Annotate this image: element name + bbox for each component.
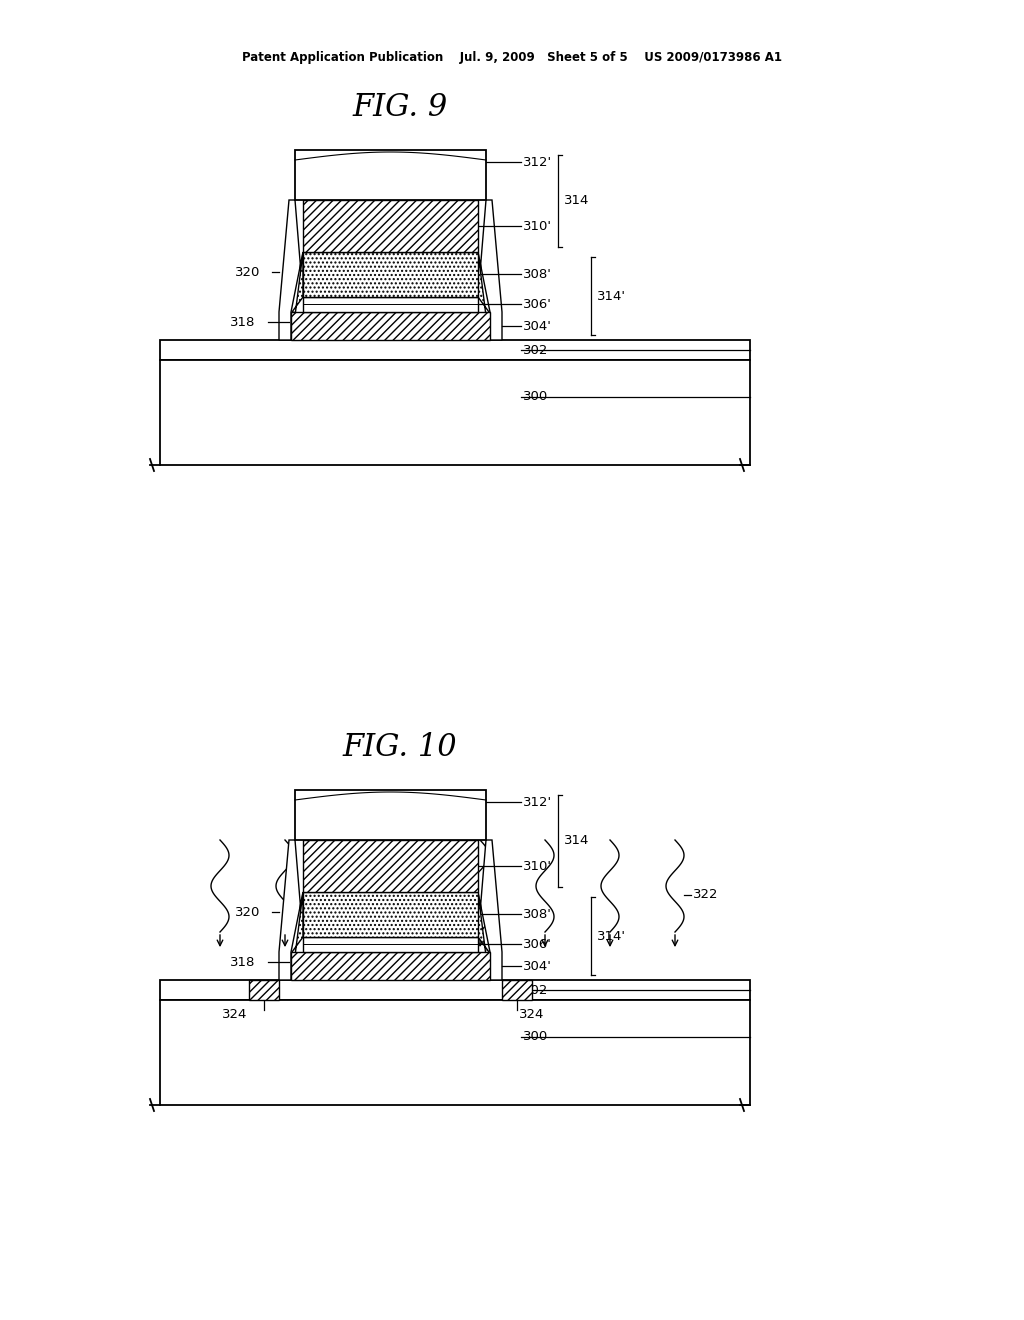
- Text: 322: 322: [693, 888, 719, 902]
- Text: 308': 308': [523, 908, 552, 920]
- Text: 300: 300: [523, 1031, 548, 1044]
- Text: 320: 320: [234, 906, 260, 919]
- Text: 306': 306': [523, 937, 552, 950]
- Bar: [303, 840, 478, 892]
- Text: 302: 302: [523, 983, 549, 997]
- Text: Patent Application Publication    Jul. 9, 2009   Sheet 5 of 5    US 2009/0173986: Patent Application Publication Jul. 9, 2…: [242, 51, 782, 65]
- Text: 314: 314: [564, 834, 590, 847]
- Text: 314: 314: [564, 194, 590, 207]
- Text: 312': 312': [523, 796, 552, 808]
- Text: FIG. 10: FIG. 10: [343, 733, 458, 763]
- Polygon shape: [478, 201, 502, 341]
- Text: 310': 310': [523, 859, 552, 873]
- Bar: [295, 150, 486, 201]
- Text: 300: 300: [523, 391, 548, 404]
- Text: 320: 320: [234, 265, 260, 279]
- Bar: [249, 979, 279, 1001]
- Text: 314': 314': [597, 289, 626, 302]
- Text: 324: 324: [221, 1007, 247, 1020]
- Bar: [303, 297, 478, 312]
- Polygon shape: [279, 201, 303, 341]
- Bar: [160, 979, 750, 1001]
- Bar: [502, 979, 532, 1001]
- Text: 324: 324: [519, 1007, 545, 1020]
- Text: 304': 304': [523, 319, 552, 333]
- Bar: [303, 201, 478, 252]
- Bar: [291, 312, 490, 341]
- Text: 302: 302: [523, 343, 549, 356]
- Polygon shape: [279, 840, 303, 979]
- Bar: [160, 1001, 750, 1105]
- Polygon shape: [478, 252, 489, 341]
- Text: 312': 312': [523, 156, 552, 169]
- Polygon shape: [478, 840, 502, 979]
- Text: FIG. 9: FIG. 9: [352, 92, 447, 124]
- Polygon shape: [292, 252, 303, 341]
- Text: 308': 308': [523, 268, 552, 281]
- Text: 304': 304': [523, 960, 552, 973]
- Bar: [160, 341, 750, 360]
- Text: 310': 310': [523, 219, 552, 232]
- Text: 318: 318: [230, 956, 255, 969]
- Text: 314': 314': [597, 929, 626, 942]
- Bar: [295, 789, 486, 840]
- Bar: [303, 252, 478, 297]
- Bar: [303, 892, 478, 937]
- Bar: [303, 937, 478, 952]
- Bar: [291, 952, 490, 979]
- Bar: [160, 360, 750, 465]
- Polygon shape: [478, 892, 489, 979]
- Polygon shape: [292, 892, 303, 979]
- Text: 306': 306': [523, 297, 552, 310]
- Text: 318: 318: [230, 315, 255, 329]
